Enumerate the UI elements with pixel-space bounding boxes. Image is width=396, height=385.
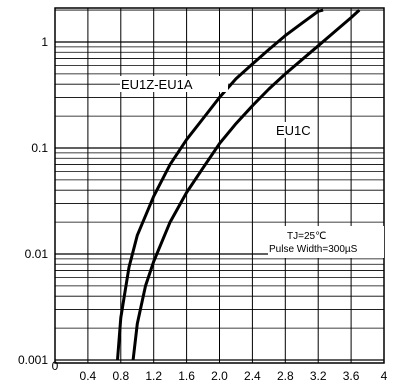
y-tick-label: 0.001 <box>18 353 48 367</box>
label-bg <box>120 76 228 92</box>
temperature-condition: TJ=25℃ <box>287 231 326 242</box>
pulse-width-condition: Pulse Width=300µS <box>269 244 358 255</box>
x-tick-labels: 0 0.4 0.8 1.2 1.6 2.0 2.4 2.8 3.2 3.6 4 <box>52 359 388 383</box>
x-tick-label: 3.6 <box>343 369 360 383</box>
series-label-eu1z-eu1a: EU1Z-EU1A <box>121 77 193 92</box>
conditions-box-bg <box>268 226 384 258</box>
series-line-eu1c <box>131 8 361 361</box>
y-tick-label: 0.1 <box>31 141 48 155</box>
x-tick-label: 2.4 <box>244 369 261 383</box>
series-line-eu1z-eu1a <box>116 8 324 361</box>
grid <box>54 8 385 363</box>
x-tick-label: 2.0 <box>211 369 228 383</box>
y-tick-label: 0.01 <box>25 247 49 261</box>
series-label-eu1c: EU1C <box>276 123 311 138</box>
x-tick-label: 0 <box>52 359 59 373</box>
x-tick-label: 0.4 <box>80 369 97 383</box>
x-tick-label: 0.8 <box>112 369 129 383</box>
x-tick-label: 4 <box>381 369 388 383</box>
x-tick-label: 1.2 <box>145 369 162 383</box>
y-tick-labels: 1 0.1 0.01 0.001 <box>18 35 48 367</box>
x-tick-label: 1.6 <box>178 369 195 383</box>
x-tick-label: 2.8 <box>277 369 294 383</box>
label-bg-2 <box>270 122 314 138</box>
x-tick-label: 3.2 <box>310 369 327 383</box>
series-lines <box>116 8 361 361</box>
plot-frame <box>54 7 385 364</box>
y-tick-label: 1 <box>41 35 48 49</box>
